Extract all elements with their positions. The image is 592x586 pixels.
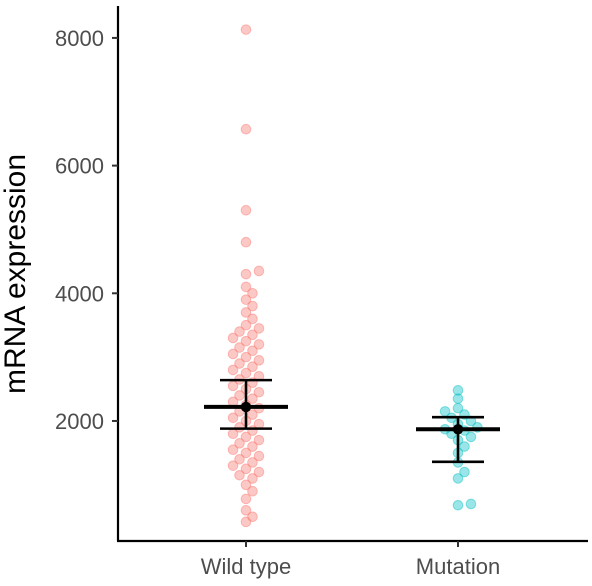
data-point (227, 460, 239, 471)
data-point (240, 367, 252, 379)
mean-point (452, 424, 464, 435)
data-point (234, 326, 245, 337)
data-point (247, 485, 258, 497)
data-point (452, 473, 464, 484)
y-tick-label: 8000 (55, 26, 104, 51)
data-point (452, 402, 464, 414)
data-point (247, 287, 258, 299)
data-point (247, 300, 258, 312)
data-point (227, 332, 239, 344)
data-point (240, 463, 252, 475)
data-point (234, 342, 245, 353)
data-point (253, 355, 265, 366)
data-point (452, 385, 464, 396)
y-axis-title: mRNA expression (0, 154, 32, 394)
data-point (234, 390, 245, 401)
data-point (253, 323, 265, 334)
data-point (234, 358, 245, 369)
data-point (253, 386, 265, 398)
data-point (459, 441, 470, 452)
y-tick-label: 2000 (55, 409, 104, 434)
y-ticks: 2000 4000 6000 8000 (55, 26, 118, 434)
data-point (247, 345, 258, 357)
y-tick-label: 4000 (55, 281, 104, 306)
data-point (227, 412, 239, 424)
x-tick-label: Wild type (201, 554, 291, 579)
data-point (227, 364, 239, 376)
data-point (240, 307, 252, 318)
data-point (247, 441, 258, 452)
data-point (240, 236, 252, 248)
data-point (253, 434, 265, 446)
mean-point (240, 401, 252, 413)
data-point (234, 438, 245, 449)
data-point (247, 329, 258, 341)
data-point (240, 281, 252, 293)
data-point (253, 450, 265, 462)
x-ticks: Wild type Mutation (201, 541, 500, 579)
data-point (452, 499, 464, 511)
data-point (240, 204, 252, 216)
data-point (234, 453, 245, 465)
data-point (247, 313, 258, 325)
data-point (247, 361, 258, 373)
data-point (247, 457, 258, 468)
data-point (240, 431, 252, 443)
data-point (247, 473, 258, 484)
summary-layer (204, 378, 500, 464)
data-point (465, 431, 477, 443)
data-point (253, 265, 265, 277)
data-point (227, 444, 239, 456)
data-point (240, 268, 252, 280)
data-point (240, 335, 252, 347)
data-point (459, 466, 470, 478)
data-point (234, 469, 245, 481)
data-point (240, 319, 252, 331)
data-point (240, 123, 252, 135)
data-point (465, 498, 477, 510)
data-point (452, 393, 464, 404)
data-point (227, 348, 239, 360)
data-point (253, 339, 265, 350)
data-point (240, 516, 252, 528)
data-point (247, 393, 258, 404)
data-point (253, 466, 265, 478)
y-tick-label: 6000 (55, 154, 104, 179)
data-point (247, 511, 258, 523)
x-tick-label: Mutation (416, 554, 500, 579)
data-point (240, 351, 252, 363)
data-point (240, 24, 252, 35)
data-point (439, 406, 451, 417)
data-point (240, 447, 252, 459)
data-point (240, 294, 252, 305)
points-layer (227, 24, 483, 528)
data-point (247, 409, 258, 420)
data-point (240, 479, 252, 491)
data-point (240, 505, 252, 516)
data-point (240, 493, 252, 505)
